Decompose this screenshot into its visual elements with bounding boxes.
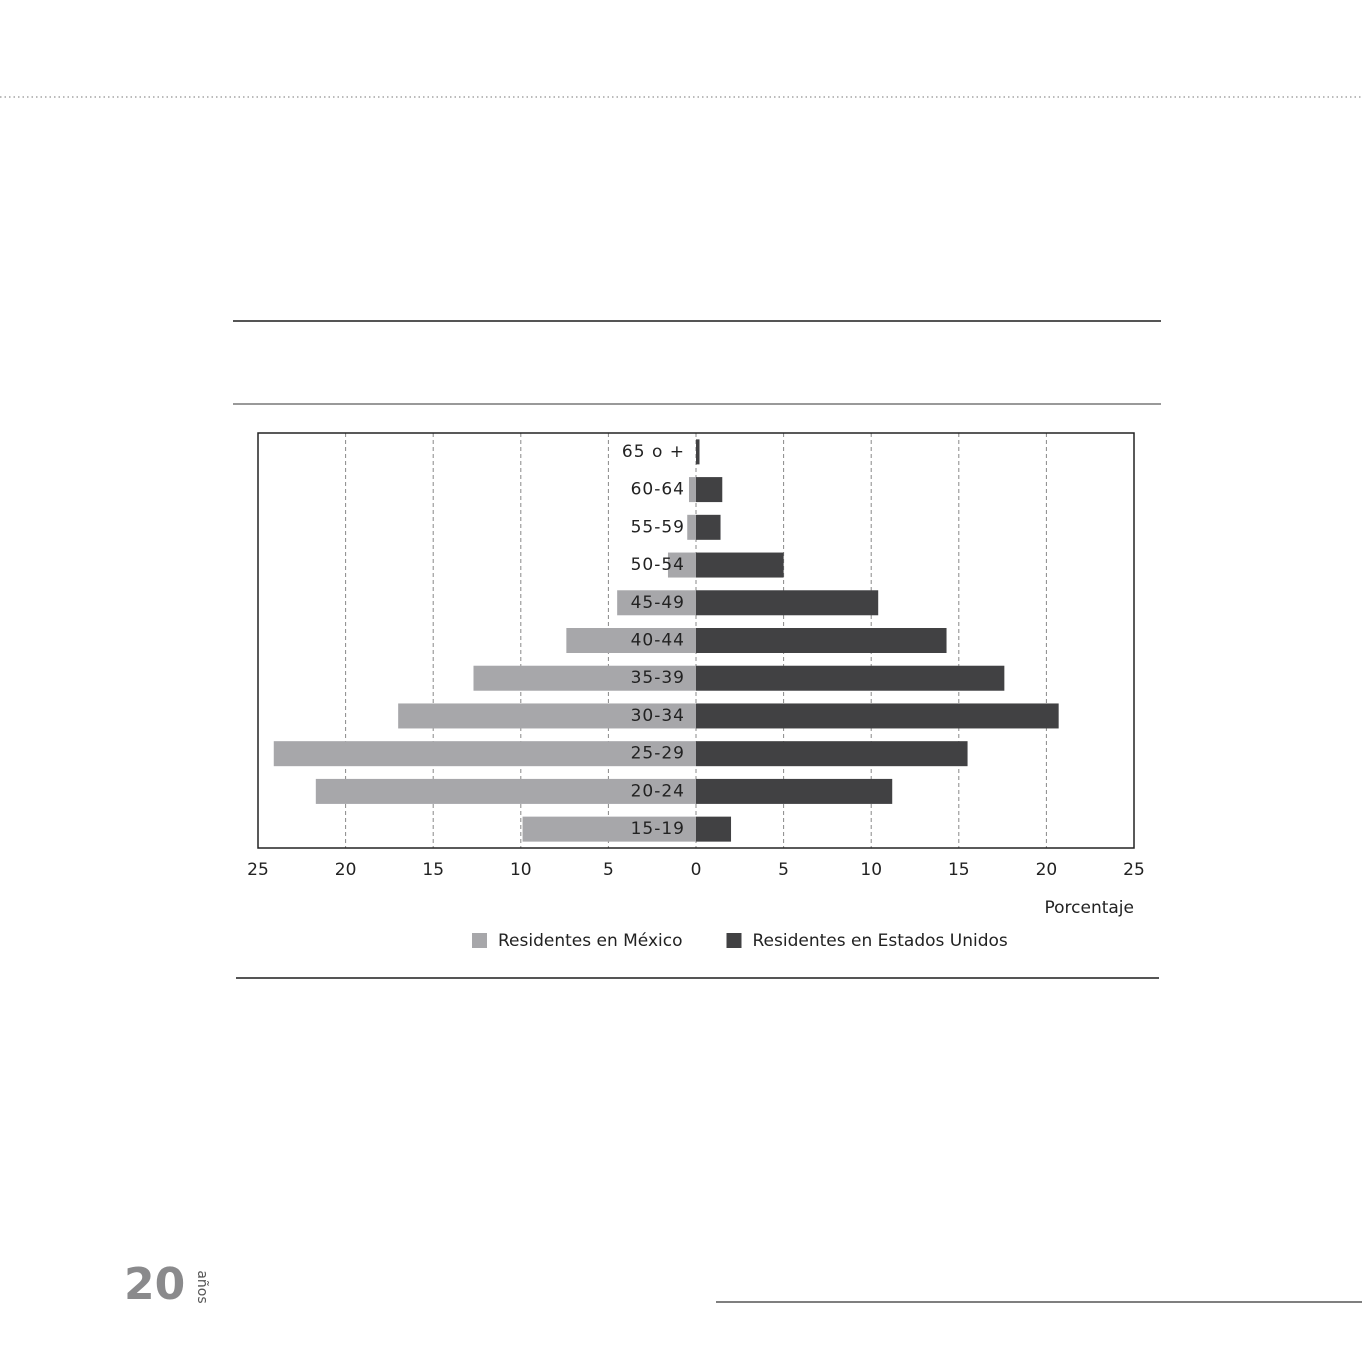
y-tick-label: 50-54 xyxy=(631,555,685,575)
x-tick-label: 15 xyxy=(948,860,970,880)
bar xyxy=(273,741,696,767)
bar xyxy=(315,778,696,804)
bar xyxy=(667,552,696,578)
y-tick-label: 40-44 xyxy=(631,631,685,651)
bar xyxy=(696,552,784,578)
legend-label: Residentes en Estados Unidos xyxy=(753,931,1008,951)
y-tick-label: 55-59 xyxy=(631,517,685,537)
bar xyxy=(696,590,879,616)
bar xyxy=(473,665,696,691)
legend-swatch xyxy=(472,933,487,948)
logo-text: años xyxy=(194,1270,210,1303)
bar xyxy=(688,477,696,503)
bar xyxy=(696,439,700,465)
y-tick-label: 45-49 xyxy=(631,593,685,613)
y-tick-label: 35-39 xyxy=(631,668,685,688)
y-tick-label: 65 o + xyxy=(622,442,685,462)
y-tick-label: 15-19 xyxy=(631,819,685,839)
x-tick-label: 20 xyxy=(1036,860,1058,880)
x-tick-label: 20 xyxy=(335,860,357,880)
y-tick-label: 60-64 xyxy=(631,480,685,500)
bar xyxy=(398,703,696,729)
bar xyxy=(696,778,893,804)
bar xyxy=(566,628,696,653)
bar xyxy=(522,816,696,842)
bar xyxy=(696,628,947,653)
x-tick-label: 0 xyxy=(691,860,702,880)
bar xyxy=(696,741,968,767)
legend-label: Residentes en México xyxy=(498,931,683,951)
bar xyxy=(617,590,696,616)
x-tick-label: 10 xyxy=(510,860,532,880)
y-tick-label: 20-24 xyxy=(631,781,685,801)
bar xyxy=(696,514,721,540)
bar xyxy=(696,665,1005,691)
x-tick-label: 5 xyxy=(778,860,789,880)
x-tick-label: 15 xyxy=(422,860,444,880)
x-axis-label: Porcentaje xyxy=(1044,898,1134,918)
y-tick-label: 25-29 xyxy=(631,744,685,764)
legend-swatch xyxy=(726,933,742,948)
bar xyxy=(696,477,723,503)
x-tick-label: 25 xyxy=(247,860,269,880)
bar xyxy=(687,514,696,540)
bar xyxy=(696,816,732,842)
bar xyxy=(696,703,1059,729)
y-tick-label: 30-34 xyxy=(631,706,685,726)
x-tick-label: 5 xyxy=(603,860,614,880)
logo-number: 20 xyxy=(124,1259,185,1310)
chart: 25 20 15 10 5 0 5 10 15 20 25 65 o + 60-64 55-59 50-54… xyxy=(247,432,1145,951)
x-tick-label: 10 xyxy=(860,860,882,880)
x-tick-label: 25 xyxy=(1123,860,1145,880)
plot-frame xyxy=(257,432,1135,849)
